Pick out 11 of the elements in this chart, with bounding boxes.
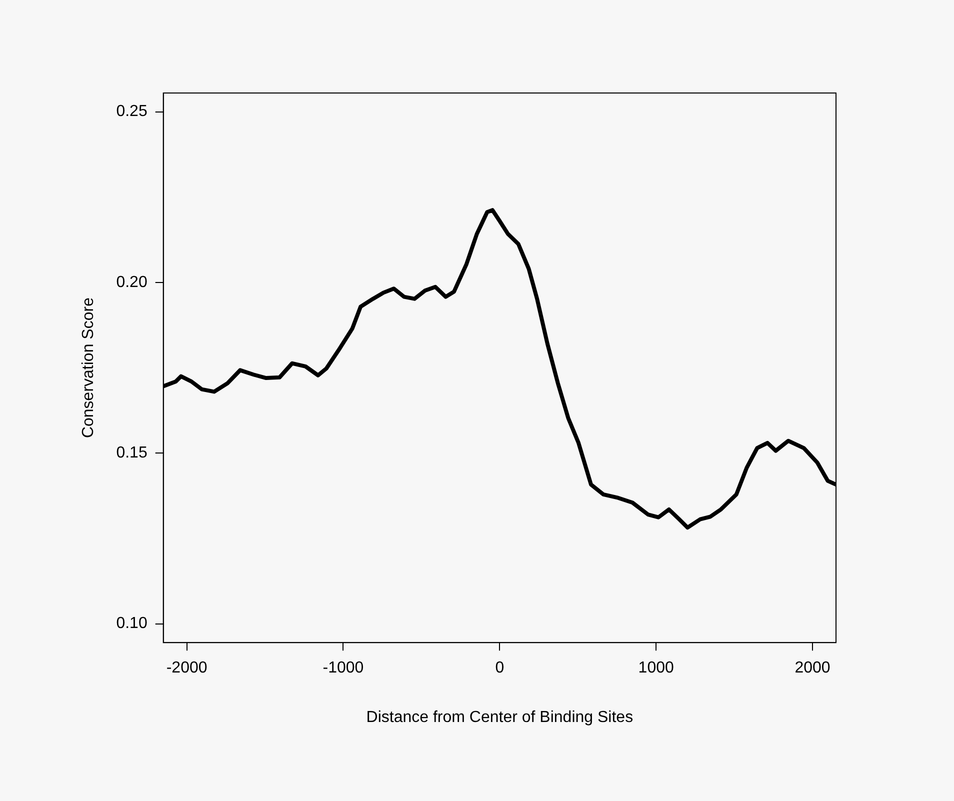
x-axis-title: Distance from Center of Binding Sites [366,708,634,726]
x-tick-label: -1000 [322,660,364,677]
x-tick-label: -2000 [166,660,208,677]
x-tick-label: 1000 [638,660,674,677]
y-tick-label: 0.15 [116,444,148,462]
y-tick-label: 0.20 [116,274,148,291]
y-axis-title: Conservation Score [80,297,98,438]
y-tick-label: 0.25 [116,103,148,120]
y-tick-label: 0.10 [116,615,148,632]
x-tick-label: 2000 [794,660,830,677]
x-tick-label: 0 [495,660,504,677]
